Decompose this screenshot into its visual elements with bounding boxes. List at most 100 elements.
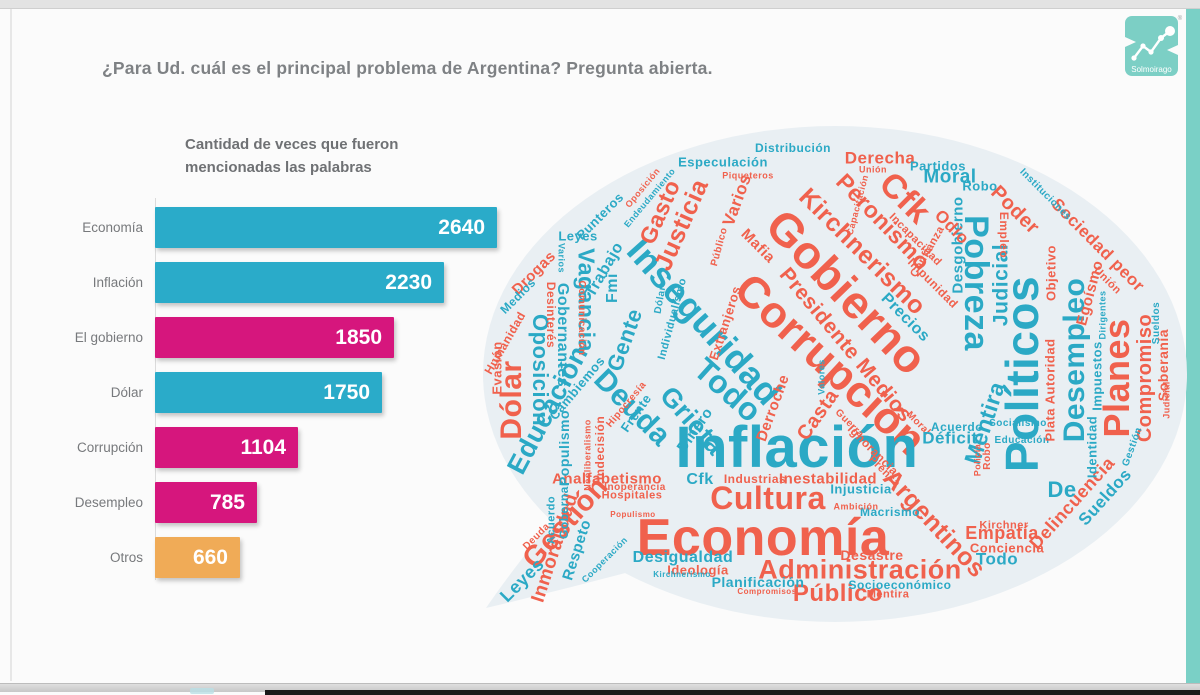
word-cloud: Gobierno Corrupción Inseguridad Inflación Cu…: [480, 118, 1192, 624]
cloud-word: Macrismo: [859, 505, 921, 519]
bar-label: Economía: [82, 220, 143, 235]
chart-heading-line1: Cantidad de veces que fueron: [185, 136, 399, 153]
bar-row: Inflación 2230: [55, 255, 535, 310]
bar: 785: [155, 482, 257, 523]
taskbar-artifact: [190, 688, 214, 694]
cloud-word: Sueldos: [1151, 301, 1162, 345]
cloud-word: Derecha: [844, 148, 916, 168]
cloud-word: Policía: [972, 443, 983, 477]
cloud-word: Injusticia: [830, 481, 892, 497]
cloud-word: Empatía: [965, 523, 1039, 543]
bar-row: Economía 2640: [55, 200, 535, 255]
cloud-word: Desinterés: [544, 281, 558, 349]
cloud-word: Público: [709, 226, 730, 268]
bar: 1750: [155, 372, 382, 413]
bar: 1850: [155, 317, 394, 358]
cloud-word: Fmi: [604, 273, 621, 303]
bar-value: 1750: [323, 380, 370, 404]
bar-value: 1850: [335, 325, 382, 349]
cloud-word: Compromisos: [737, 587, 797, 596]
logo: Solmoirago ®: [1120, 11, 1184, 81]
cloud-word: Inoperancia: [604, 482, 666, 493]
cloud-word: Gente: [601, 305, 648, 375]
chart-heading-line2: mencionadas las palabras: [185, 159, 372, 177]
cloud-word: Kirchner: [979, 519, 1029, 532]
bar-value: 1104: [240, 435, 286, 459]
cloud-word: Identidad: [1084, 415, 1100, 479]
cloud-word: Desigualdad: [632, 549, 734, 566]
left-edge-border: [10, 9, 12, 681]
chart-line-icon: [1131, 26, 1175, 61]
cloud-word: Ideología: [667, 562, 729, 578]
bar: 2640: [155, 207, 497, 248]
cloud-word: Acuerdo: [545, 495, 558, 545]
cloud-word: Distribución: [754, 141, 832, 155]
bar-row: Dólar 1750: [55, 365, 535, 420]
cloud-words: Gobierno Corrupción Inseguridad Inflación Cu…: [480, 118, 1192, 624]
cloud-word: Populismo: [610, 510, 656, 519]
bar-row: Corrupción 1104: [55, 420, 535, 475]
cloud-word: Empleo: [997, 211, 1011, 259]
bar-label: Dólar: [110, 385, 143, 400]
logo-brand: Solmoirago: [1131, 65, 1172, 74]
bar-label: Desempleo: [74, 495, 143, 510]
cloud-word: Cultura: [710, 480, 826, 516]
cloud-word: Valores: [816, 359, 827, 395]
page-title: ¿Para Ud. cuál es el principal problema …: [102, 58, 713, 78]
cloud-word: Socialismo: [989, 418, 1047, 429]
cloud-word: Acuerdo: [930, 420, 984, 434]
bar-value: 2640: [438, 215, 485, 239]
cloud-word: Plata Autoridad: [1042, 338, 1058, 442]
cloud-word: Educación: [994, 435, 1050, 446]
speech-bubble-shape: [483, 126, 1187, 622]
bar-label: Corrupción: [76, 440, 143, 455]
cloud-word: Robo: [982, 442, 993, 470]
cloud-word: Todo: [975, 549, 1019, 569]
cloud-word: Déficit: [922, 428, 978, 448]
cloud-word: Objetivo: [1043, 244, 1059, 302]
cloud-word: Economía: [636, 509, 890, 567]
cloud-word: Hospitales: [601, 489, 663, 502]
bar: 660: [155, 537, 240, 578]
cloud-word: Cfk: [686, 471, 714, 488]
bar: 1104: [155, 427, 298, 468]
cloud-word: Inestabilidad: [778, 470, 878, 488]
cloud-word: Judicial: [1161, 381, 1172, 419]
bar-row: El gobierno 1850: [55, 310, 535, 365]
cloud-word: Impuestos: [1089, 341, 1105, 411]
chart-heading: Cantidad de veces que fueron mencionadas…: [185, 133, 398, 180]
cloud-word: Leyes: [558, 228, 598, 244]
cloud-word: Robo: [962, 178, 998, 194]
cloud-word: Socioeconómico: [848, 578, 952, 592]
cloud-word: Kirchnerismo: [653, 570, 711, 579]
cloud-word: Inflación: [675, 415, 919, 480]
top-edge-border: [0, 0, 1200, 9]
cloud-word: Administración: [758, 554, 962, 585]
cloud-word: Partidos: [909, 158, 967, 174]
bar-label: El gobierno: [74, 330, 143, 345]
cloud-word: Gobernar: [557, 480, 571, 540]
right-edge-strip: [1186, 9, 1200, 683]
cloud-word: Público: [792, 580, 884, 607]
bar-value: 2230: [385, 270, 432, 294]
bar-chart: Economía 2640 Inflación 2230 El gobierno 1850…: [55, 200, 535, 585]
cloud-word: Indecisión: [593, 415, 607, 481]
cloud-word: Evasión: [489, 341, 505, 395]
cloud-word: Desastre: [840, 547, 904, 563]
cloud-word: Especulación: [678, 154, 768, 170]
bottom-black-bar: [265, 690, 1200, 695]
cloud-word: Planificación: [711, 574, 805, 590]
bar-row: Otros 660: [55, 530, 535, 585]
bar-label: Otros: [109, 550, 143, 565]
cloud-word: De: [1047, 477, 1077, 502]
cloud-word: Comunicación: [576, 280, 587, 356]
logo-mark: Solmoirago ®: [1125, 15, 1183, 76]
cloud-word: Analfabetismo: [552, 470, 662, 488]
registered-mark: ®: [1178, 15, 1183, 22]
cloud-word: Punteros: [573, 189, 627, 243]
bar: 2230: [155, 262, 444, 303]
cloud-word: Piqueteros: [722, 170, 774, 181]
cloud-word: Dirigentes: [1097, 290, 1108, 340]
cloud-word: Industrias: [723, 472, 787, 486]
